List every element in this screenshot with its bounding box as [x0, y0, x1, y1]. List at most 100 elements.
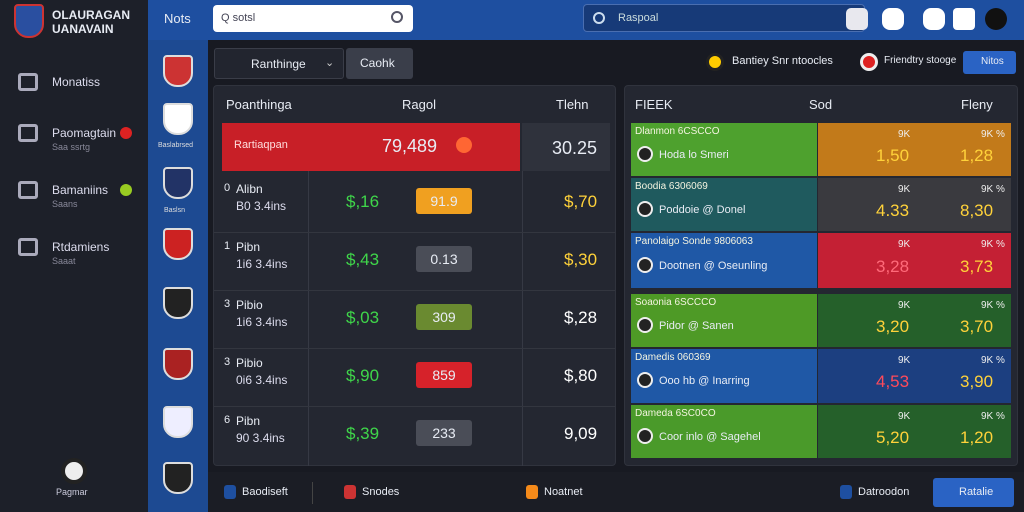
icon	[637, 145, 653, 162]
odds-cell[interactable]: 9K 9K % 1,50 1,28	[818, 123, 1011, 176]
badge	[120, 127, 132, 139]
market-cell[interactable]: Panolaigo Sonde 9806063 Dootnen @ Oseunli…	[631, 233, 817, 288]
market-cell[interactable]: Dameda 6SC0CO Coor inlo @ Sagehel	[631, 405, 817, 458]
market-cell[interactable]: Soaonia 6SCCCO Pidor @ Sanen	[631, 294, 817, 347]
row-name: Pibio	[236, 356, 263, 370]
icon[interactable]	[846, 8, 868, 30]
menu-item[interactable]: Paomagtain	[52, 126, 117, 140]
right-value[interactable]: $,80	[564, 366, 598, 385]
odds-value: 1,28	[960, 145, 994, 165]
row-name: Alibn	[236, 182, 263, 196]
odds[interactable]: $,03	[346, 308, 380, 327]
button-label: Nitos	[981, 56, 1004, 67]
odds-cell[interactable]: 9K 9K % 4.33 8,30	[818, 178, 1011, 231]
odds-value: 4.33	[876, 200, 910, 220]
team-logo	[163, 287, 193, 319]
icon	[860, 53, 878, 71]
badge[interactable]: 859	[416, 362, 472, 388]
title: Nots	[164, 11, 191, 26]
icon	[637, 427, 653, 444]
odds[interactable]: $,16	[346, 192, 380, 211]
icon	[840, 485, 852, 499]
row-sub: B0 3.4ins	[236, 199, 287, 213]
odds-value: 4,53	[876, 372, 910, 391]
market-team: Ooo hb @ Inarring	[659, 375, 750, 387]
bottom-item[interactable]: Snodes	[362, 486, 400, 498]
right-value[interactable]: 9,09	[564, 424, 598, 443]
row-number: 3	[224, 356, 231, 368]
team-logo	[163, 406, 193, 438]
column-header: FIEEK	[635, 97, 673, 112]
icon	[224, 485, 236, 499]
odds-value: 3,70	[960, 316, 994, 336]
search-box[interactable]: Q sotsl	[213, 5, 413, 32]
button[interactable]: Nitos	[963, 51, 1016, 74]
team-label: Baslabrsed	[158, 142, 194, 149]
badge[interactable]: 91.9	[416, 188, 472, 214]
menu-item[interactable]: Rtdamiens	[52, 240, 110, 254]
market-cell[interactable]: Damedis 060369 Ooo hb @ Inarring	[631, 349, 817, 403]
row-number: 3	[224, 298, 231, 310]
bottom-bar: Baodiseft Snodes Noatnet Datroodon Ratalie	[208, 472, 1024, 512]
column-header: Fleny	[961, 97, 993, 112]
right-value[interactable]: $,30	[564, 250, 598, 269]
icon[interactable]	[882, 8, 904, 30]
toolbar-text[interactable]: Friendtry stooge	[884, 55, 957, 66]
column-header: Sod	[809, 97, 833, 112]
odds[interactable]: $,43	[346, 250, 380, 269]
right-value[interactable]: $,70	[564, 192, 598, 211]
odds[interactable]: $,39	[346, 424, 380, 443]
toolbar-text[interactable]: Bantiey Snr ntoocles	[732, 55, 833, 67]
icon	[637, 200, 653, 217]
team-logo	[163, 462, 193, 494]
odds-cell[interactable]: 9K 9K % 4,53 3,90	[818, 349, 1011, 403]
badge[interactable]: 233	[416, 420, 472, 446]
badge	[120, 184, 132, 196]
icon[interactable]	[953, 8, 975, 30]
badge[interactable]: 309	[416, 304, 472, 330]
column-header: Ragol	[402, 97, 436, 112]
team-label: Baslsn	[164, 207, 186, 214]
icon	[637, 316, 653, 333]
highlight-row: Rartiaqpan 79,489	[222, 123, 520, 171]
badge-label: 91.9	[430, 193, 458, 209]
bottom-item[interactable]: Baodiseft	[242, 486, 288, 498]
bottom-item[interactable]: Noatnet	[544, 486, 583, 498]
odds-cell[interactable]: 9K 9K % 5,20 1,20	[818, 405, 1011, 458]
badge[interactable]: 0.13	[416, 246, 472, 272]
market-cell[interactable]: Dlanmon 6CSCCO Hoda lo Smeri	[631, 123, 817, 176]
odds[interactable]: $,90	[346, 366, 380, 385]
team-logo	[163, 103, 193, 135]
right-value[interactable]: $,28	[564, 308, 598, 327]
button[interactable]: Ratalie	[933, 478, 1014, 507]
odds-label: 9K	[898, 239, 911, 250]
row-divider	[214, 232, 615, 233]
right-panel: FIEEK Sod Fleny Dlanmon 6CSCCO Hoda lo Smeri…	[624, 85, 1018, 466]
dropdown[interactable]: Ranthinge ⌄	[214, 48, 344, 79]
icon	[637, 256, 653, 273]
search-box[interactable]: Raspoal	[583, 4, 865, 32]
icon[interactable]	[985, 8, 1007, 30]
market-cell[interactable]: Boodia 6306069 Poddoie @ Donel	[631, 178, 817, 231]
odds-cell[interactable]: 9K 9K % 3,20 3,70	[818, 294, 1011, 347]
icon	[456, 137, 472, 153]
menu-icon	[18, 124, 38, 142]
odds-label: 9K	[898, 355, 911, 366]
icon[interactable]	[923, 8, 945, 30]
bottom-item[interactable]: Datroodon	[858, 486, 910, 498]
column-header: Poanthinga	[226, 97, 292, 112]
odds-label: 9K	[898, 184, 911, 195]
dropdown-arrow: ⌄	[325, 57, 335, 69]
row-name: Pibio	[236, 298, 263, 312]
menu-item[interactable]: Monatiss	[52, 75, 101, 89]
row-sub: 1i6 3.4ins	[236, 257, 288, 271]
highlight-value: 79,489	[382, 136, 438, 156]
left-panel: Poanthinga Ragol Tlehn Rartiaqpan 79,489 30.2…	[213, 85, 616, 466]
market-team: Pidor @ Sanen	[659, 319, 734, 332]
button[interactable]: Caohk	[346, 48, 413, 79]
logo-text: OLAURAGAN	[52, 8, 130, 22]
menu-icon	[18, 181, 38, 199]
odds-cell[interactable]: 9K 9K % 3,28 3,73	[818, 233, 1011, 288]
menu-item[interactable]: Bamaniins	[52, 183, 109, 197]
